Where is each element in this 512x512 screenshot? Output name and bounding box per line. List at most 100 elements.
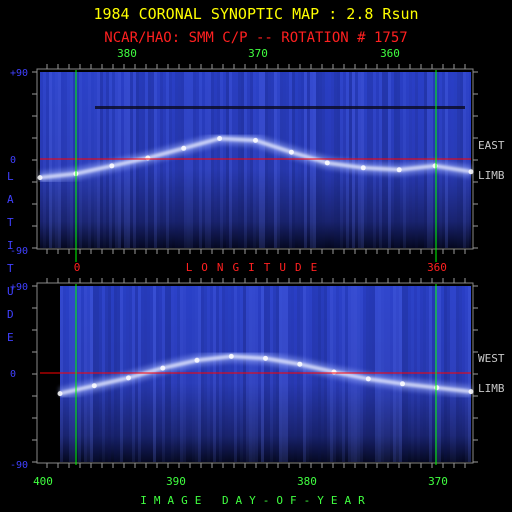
texture-streak xyxy=(459,286,462,462)
streamer-belt-point xyxy=(37,175,43,181)
texture-streak xyxy=(93,286,96,462)
texture-streak xyxy=(399,286,402,462)
west-limb-panel: +90 0 -90 WEST LIMB xyxy=(10,282,505,471)
texture-streak xyxy=(84,286,87,462)
texture-streak xyxy=(390,286,393,462)
texture-streak xyxy=(387,286,390,462)
texture-streak xyxy=(414,286,417,462)
texture-streak xyxy=(382,72,385,248)
texture-streak xyxy=(267,286,270,462)
streamer-belt-point xyxy=(360,165,366,171)
texture-streak xyxy=(109,72,112,248)
texture-streak xyxy=(85,72,88,248)
streamer-belt-point xyxy=(297,361,303,367)
texture-streak xyxy=(441,286,444,462)
streamer-belt-point xyxy=(57,391,63,397)
texture-streak xyxy=(349,72,352,248)
texture-streak xyxy=(201,286,204,462)
texture-streak xyxy=(181,72,184,248)
texture-streak xyxy=(177,286,180,462)
texture-streak xyxy=(190,72,193,248)
texture-streak xyxy=(207,286,210,462)
texture-streak xyxy=(465,286,468,462)
texture-streak xyxy=(355,72,358,248)
texture-streak xyxy=(189,286,192,462)
streamer-belt-point xyxy=(181,145,187,151)
texture-streak xyxy=(450,286,453,462)
texture-streak xyxy=(210,286,213,462)
streamer-belt-point xyxy=(253,137,258,143)
texture-streak xyxy=(252,286,255,462)
streamer-belt-point xyxy=(400,381,405,387)
day-tick-label: 370 xyxy=(428,475,448,488)
texture-streak xyxy=(292,72,295,248)
streamer-belt-point xyxy=(263,355,268,361)
texture-streak xyxy=(97,72,100,248)
texture-streak xyxy=(411,286,414,462)
texture-streak xyxy=(279,286,282,462)
texture-streak xyxy=(246,286,249,462)
streamer-belt-point xyxy=(126,375,131,381)
texture-streak xyxy=(409,72,412,248)
texture-streak xyxy=(289,72,292,248)
texture-streak xyxy=(114,286,117,462)
texture-streak xyxy=(213,286,216,462)
y-tick-label: 0 xyxy=(10,155,16,166)
latitude-letter: U xyxy=(7,285,14,298)
texture-streak xyxy=(105,286,108,462)
texture-streak xyxy=(178,72,181,248)
texture-streak xyxy=(264,286,267,462)
streamer-belt-point xyxy=(145,155,151,161)
texture-streak xyxy=(100,72,103,248)
texture-streak xyxy=(166,72,169,248)
texture-streak xyxy=(169,72,172,248)
streamer-belt-point xyxy=(468,169,474,175)
longitude-tick-label: 360 xyxy=(427,261,447,274)
texture-streak xyxy=(219,286,222,462)
map-texture xyxy=(40,72,469,248)
chart-subtitle: NCAR/HAO: SMM C/P -- ROTATION # 1757 xyxy=(104,30,407,46)
texture-streak xyxy=(453,286,456,462)
streamer-belt-point xyxy=(160,365,166,371)
texture-streak xyxy=(388,72,391,248)
streamer-belt xyxy=(37,132,474,184)
texture-streak xyxy=(394,72,397,248)
latitude-letter: T xyxy=(7,216,14,229)
texture-streak xyxy=(396,286,399,462)
latitude-letter: D xyxy=(7,308,14,321)
texture-streak xyxy=(196,72,199,248)
texture-streak xyxy=(448,72,451,248)
texture-streak xyxy=(294,286,297,462)
texture-streak xyxy=(273,286,276,462)
latitude-letter: E xyxy=(7,331,14,344)
texture-streak xyxy=(270,286,273,462)
texture-streak xyxy=(229,72,232,248)
texture-streak xyxy=(61,72,64,248)
texture-streak xyxy=(393,286,396,462)
texture-streak xyxy=(163,72,166,248)
texture-streak xyxy=(232,72,235,248)
texture-streak xyxy=(111,286,114,462)
limb-label: LIMB xyxy=(478,169,505,182)
texture-streak xyxy=(63,286,66,462)
texture-streak xyxy=(214,72,217,248)
texture-streak xyxy=(447,286,450,462)
texture-streak xyxy=(255,286,258,462)
chart-title: 1984 CORONAL SYNOPTIC MAP : 2.8 Rsun xyxy=(93,5,418,23)
texture-streak xyxy=(418,72,421,248)
texture-streak xyxy=(421,72,424,248)
texture-streak xyxy=(168,286,171,462)
texture-streak xyxy=(216,286,219,462)
texture-streak xyxy=(367,72,370,248)
texture-streak xyxy=(82,72,85,248)
texture-streak xyxy=(463,72,466,248)
panel-frame xyxy=(36,68,474,250)
limb-label: LIMB xyxy=(478,382,505,395)
texture-streak xyxy=(244,72,247,248)
texture-streak xyxy=(423,286,426,462)
latitude-letter: T xyxy=(7,262,14,275)
texture-streak xyxy=(376,72,379,248)
texture-streak xyxy=(87,286,90,462)
texture-streak xyxy=(66,286,69,462)
